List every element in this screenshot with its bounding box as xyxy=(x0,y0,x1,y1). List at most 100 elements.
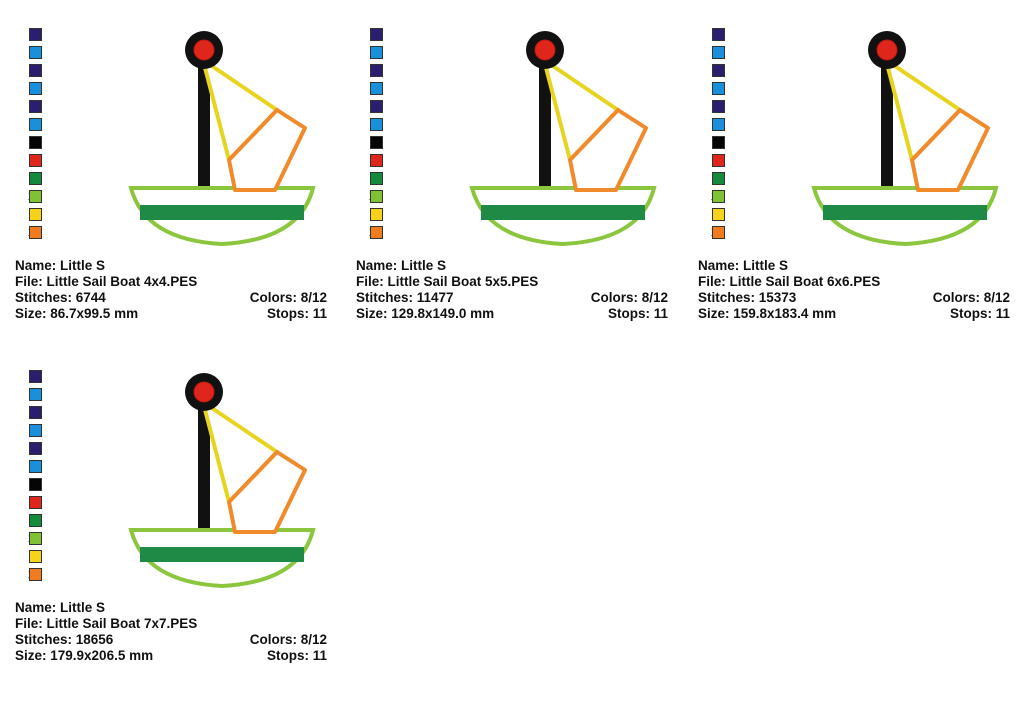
color-swatch-row: 4 xyxy=(341,81,383,95)
design-size: Size: 159.8x183.4 mm xyxy=(698,306,837,321)
color-swatch xyxy=(712,64,725,77)
color-swatch xyxy=(29,406,42,419)
color-swatch xyxy=(29,496,42,509)
color-swatch-row: 10 xyxy=(683,189,725,203)
hull-stripe xyxy=(823,205,987,220)
color-swatch xyxy=(370,64,383,77)
mast xyxy=(539,50,551,190)
color-swatch-row: 3 xyxy=(341,63,383,77)
design-name: Name: Little S xyxy=(698,258,789,273)
color-swatch xyxy=(370,226,383,239)
design-stitches: Stitches: 11477 xyxy=(356,290,454,305)
color-swatch xyxy=(712,28,725,41)
mast xyxy=(198,50,210,190)
boat-design-preview xyxy=(469,31,657,247)
boat-design-preview xyxy=(128,373,316,589)
color-swatch xyxy=(29,82,42,95)
color-swatch-row: 11 xyxy=(0,207,42,221)
color-swatch-row: 3 xyxy=(0,405,42,419)
color-swatch-row: 6 xyxy=(683,117,725,131)
color-swatch xyxy=(29,118,42,131)
color-swatch-row: 5 xyxy=(0,441,42,455)
design-info: Name: Little S File: Little Sail Boat 6x… xyxy=(698,258,1010,322)
color-swatch-row: 7 xyxy=(683,135,725,149)
color-swatch xyxy=(712,118,725,131)
color-swatch-row: 6 xyxy=(341,117,383,131)
color-swatch xyxy=(29,388,42,401)
sail-band xyxy=(227,108,307,192)
color-swatch-row: 3 xyxy=(683,63,725,77)
design-info: Name: Little S File: Little Sail Boat 4x… xyxy=(15,258,327,322)
color-swatch-row: 2 xyxy=(0,387,42,401)
design-size: Size: 179.9x206.5 mm xyxy=(15,648,154,663)
color-swatch xyxy=(29,172,42,185)
mast-top-center xyxy=(534,39,556,61)
color-swatch-row: 1 xyxy=(0,369,42,383)
color-swatch xyxy=(370,190,383,203)
hull-stripe xyxy=(481,205,645,220)
design-stitches: Stitches: 18656 xyxy=(15,632,114,647)
color-swatch xyxy=(29,568,42,581)
color-swatch-row: 10 xyxy=(0,189,42,203)
color-swatch xyxy=(29,46,42,59)
color-swatch xyxy=(370,28,383,41)
hull-stripe xyxy=(140,205,304,220)
color-swatch xyxy=(370,208,383,221)
color-swatch-row: 4 xyxy=(683,81,725,95)
design-stops: Stops: 11 xyxy=(949,306,1010,321)
design-colors: Colors: 8/12 xyxy=(932,290,1010,305)
color-swatch-row: 10 xyxy=(341,189,383,203)
color-swatch xyxy=(712,172,725,185)
color-swatch xyxy=(29,550,42,563)
design-size: Size: 129.8x149.0 mm xyxy=(356,306,495,321)
design-colors: Colors: 8/12 xyxy=(249,632,327,647)
hull-stripe xyxy=(140,547,304,562)
mast xyxy=(198,392,210,532)
color-swatch-row: 12 xyxy=(683,225,725,239)
sail-band xyxy=(568,108,648,192)
color-swatch-row: 4 xyxy=(0,81,42,95)
design-card: 1 2 3 4 5 6 7 8 9 10 11 12 xyxy=(0,342,340,682)
design-name: Name: Little S xyxy=(15,258,106,273)
color-swatch xyxy=(29,136,42,149)
color-swatch-row: 1 xyxy=(341,27,383,41)
color-swatch xyxy=(712,154,725,167)
boat-design-preview xyxy=(811,31,999,247)
color-swatch xyxy=(712,46,725,59)
color-swatch-row: 2 xyxy=(341,45,383,59)
color-swatch-row: 1 xyxy=(683,27,725,41)
color-swatch-row: 5 xyxy=(341,99,383,113)
design-stops: Stops: 11 xyxy=(266,648,327,663)
design-name: Name: Little S xyxy=(356,258,447,273)
color-swatch xyxy=(29,442,42,455)
color-swatch-row: 5 xyxy=(683,99,725,113)
design-stitches: Stitches: 6744 xyxy=(15,290,106,305)
design-card: 1 2 3 4 5 6 7 8 9 10 11 12 xyxy=(683,0,1023,340)
color-swatch xyxy=(370,118,383,131)
design-name: Name: Little S xyxy=(15,600,106,615)
color-swatch-row: 2 xyxy=(0,45,42,59)
color-swatch xyxy=(712,100,725,113)
design-info: Name: Little S File: Little Sail Boat 5x… xyxy=(356,258,668,322)
color-swatch-row: 11 xyxy=(341,207,383,221)
color-swatch-row: 4 xyxy=(0,423,42,437)
design-file: File: Little Sail Boat 6x6.PES xyxy=(698,274,881,289)
color-swatch-row: 2 xyxy=(683,45,725,59)
color-swatch-row: 5 xyxy=(0,99,42,113)
color-swatch xyxy=(370,172,383,185)
color-swatch xyxy=(370,82,383,95)
color-swatch xyxy=(370,154,383,167)
color-swatch-row: 9 xyxy=(0,513,42,527)
design-stops: Stops: 11 xyxy=(266,306,327,321)
color-swatch xyxy=(712,226,725,239)
color-swatch-row: 6 xyxy=(0,459,42,473)
color-swatch-row: 8 xyxy=(0,153,42,167)
color-swatch xyxy=(712,190,725,203)
color-swatch xyxy=(29,370,42,383)
color-swatch xyxy=(712,208,725,221)
color-swatch-row: 8 xyxy=(0,495,42,509)
color-swatch-row: 7 xyxy=(0,135,42,149)
color-swatch xyxy=(29,460,42,473)
color-swatch xyxy=(370,46,383,59)
design-info: Name: Little S File: Little Sail Boat 7x… xyxy=(15,600,327,664)
